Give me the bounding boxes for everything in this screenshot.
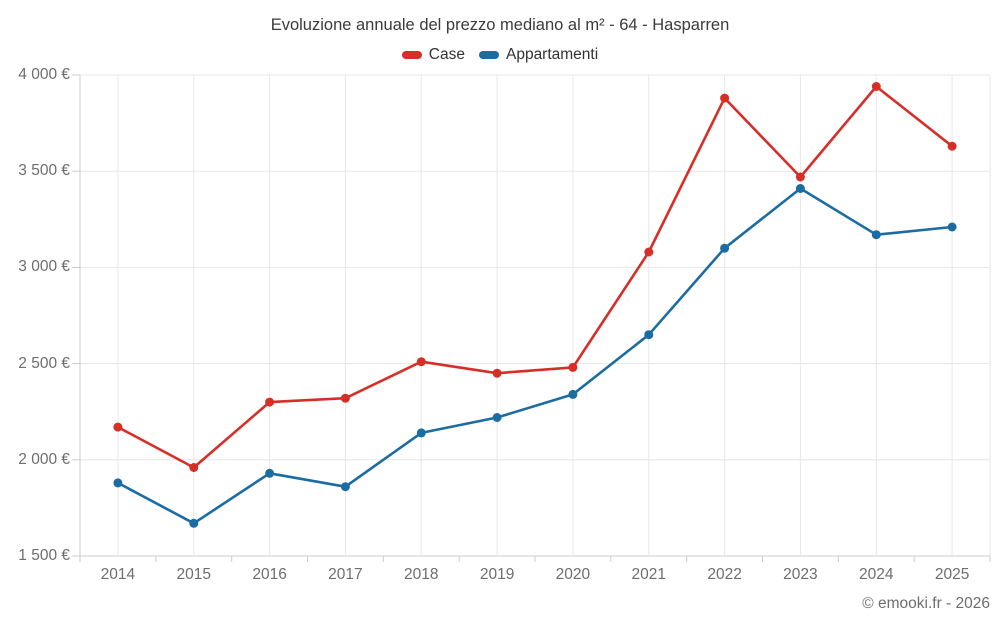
case-series-swatch-icon [401,51,422,59]
appartamenti-series-swatch-icon [478,51,499,59]
x-axis-label: 2017 [328,566,363,583]
data-point-case-2018[interactable] [416,357,426,367]
y-axis-label: 2 000 € [18,450,70,468]
series-line-appartamenti [116,187,954,525]
legend-item-case[interactable]: Case [401,46,465,64]
x-axis-label: 2019 [479,566,515,583]
data-point-appartamenti-2022[interactable] [720,243,730,253]
x-axis-label: 2016 [252,566,287,583]
data-point-appartamenti-2023[interactable] [795,184,805,193]
data-point-appartamenti-2018[interactable] [416,428,426,438]
data-point-case-2015[interactable] [189,463,199,472]
x-axis-label: 2022 [707,566,742,583]
x-axis-label: 2025 [934,566,970,583]
y-axis-label: 3 500 € [18,162,70,180]
legend-item-appartamenti[interactable]: Appartamenti [478,46,599,64]
chart-title: Evoluzione annuale del prezzo mediano al… [270,16,730,34]
data-point-appartamenti-2021[interactable] [644,330,654,340]
data-point-appartamenti-2016[interactable] [265,468,275,478]
x-axis-label: 2015 [176,566,211,583]
data-point-case-2016[interactable] [265,397,275,407]
data-point-appartamenti-2017[interactable] [340,482,350,492]
data-point-appartamenti-2015[interactable] [189,518,199,528]
data-point-case-2019[interactable] [492,368,502,378]
data-point-case-2021[interactable] [644,247,654,257]
x-axis-label: 2020 [555,566,591,583]
data-point-appartamenti-2020[interactable] [568,389,578,399]
legend: Case Appartamenti [0,46,1000,64]
copyright-text: © emooki.fr - 2026 [862,595,990,612]
series-line-case [116,85,954,469]
x-axis-label: 2018 [404,566,439,583]
y-axis-label: 4 000 € [18,66,70,83]
data-point-case-2025[interactable] [947,141,957,151]
data-point-appartamenti-2024[interactable] [871,230,881,240]
legend-label-case: Case [428,46,465,63]
data-point-case-2017[interactable] [340,393,350,403]
data-point-case-2014[interactable] [113,422,123,432]
x-axis-label: 2014 [100,566,136,583]
data-point-case-2020[interactable] [568,362,578,372]
data-point-appartamenti-2014[interactable] [113,478,123,488]
data-point-case-2024[interactable] [871,82,881,91]
data-point-appartamenti-2019[interactable] [492,413,502,422]
x-axis-label: 2024 [859,566,894,583]
data-point-case-2023[interactable] [795,172,805,182]
y-axis-label: 3 000 € [18,258,70,276]
data-point-case-2022[interactable] [720,93,730,103]
y-axis-label: 2 500 € [18,354,70,372]
y-axis-label: 1 500 € [18,547,70,564]
x-axis-label: 2023 [783,566,818,583]
data-point-appartamenti-2025[interactable] [947,222,957,232]
x-axis-label: 2021 [631,566,666,583]
legend-label-appartamenti: Appartamenti [505,46,599,63]
